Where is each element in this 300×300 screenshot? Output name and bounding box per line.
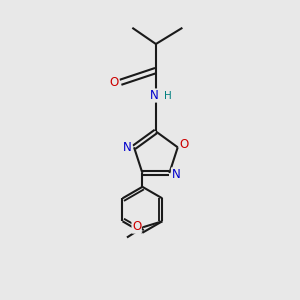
Text: O: O — [180, 138, 189, 151]
Text: H: H — [164, 92, 172, 101]
Text: N: N — [172, 168, 180, 181]
Text: O: O — [132, 220, 141, 233]
Text: O: O — [110, 76, 119, 89]
Text: N: N — [150, 89, 159, 102]
Text: N: N — [123, 141, 132, 154]
